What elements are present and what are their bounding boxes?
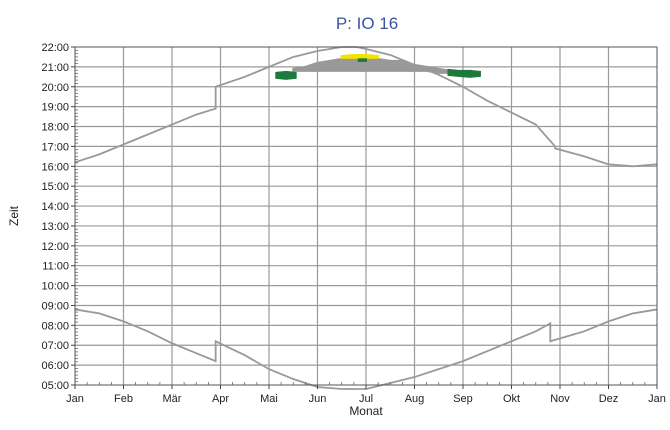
x-tick-label: Jul [359, 393, 373, 405]
y-tick-label: 08:00 [41, 320, 69, 332]
x-tick-label: Apr [212, 393, 229, 405]
x-tick-label: Dez [599, 393, 619, 405]
x-tick-label: Jun [309, 393, 327, 405]
y-tick-label: 07:00 [41, 340, 69, 352]
y-tick-label: 11:00 [42, 261, 69, 273]
x-tick-label: Okt [503, 393, 520, 405]
x-axis-label: Monat [349, 404, 383, 418]
y-tick-label: 10:00 [41, 281, 69, 293]
x-tick-label: Mär [163, 393, 182, 405]
x-tick-label: Feb [114, 393, 133, 405]
y-tick-label: 13:00 [41, 221, 69, 233]
y-tick-label: 05:00 [41, 380, 69, 392]
x-tick-label: Sep [453, 393, 473, 405]
y-tick-label: 14:00 [41, 201, 69, 213]
x-tick-label: Jan [66, 393, 84, 405]
shadow-band [447, 68, 481, 78]
y-tick-label: 17:00 [41, 141, 69, 153]
shadow-band [357, 58, 367, 62]
shadow-band [340, 53, 380, 59]
series-line [74, 46, 658, 168]
y-axis-label: Zeit [7, 205, 21, 226]
data-layer [74, 46, 658, 390]
y-tick-label: 15:00 [41, 181, 69, 193]
shadow-band [275, 70, 297, 80]
x-tick-label: Aug [405, 393, 425, 405]
y-tick-label: 06:00 [41, 360, 69, 372]
y-tick-label: 18:00 [41, 122, 69, 134]
y-tick-label: 09:00 [41, 300, 69, 312]
ticks: 05:00 06:00 07:00 08:00 09:00 10:00 11:00 12:00… [41, 42, 665, 405]
y-tick-label: 22:00 [41, 42, 69, 54]
y-tick-label: 12:00 [41, 241, 69, 253]
x-tick-label: Nov [550, 393, 570, 405]
chart-title: P: IO 16 [336, 14, 398, 33]
y-tick-label: 19:00 [41, 102, 69, 114]
x-tick-label: Jan [648, 393, 666, 405]
x-tick-label: Mai [260, 393, 278, 405]
y-tick-label: 20:00 [41, 82, 69, 94]
y-tick-label: 21:00 [41, 62, 69, 74]
grid [75, 47, 657, 385]
y-tick-label: 16:00 [41, 161, 69, 173]
